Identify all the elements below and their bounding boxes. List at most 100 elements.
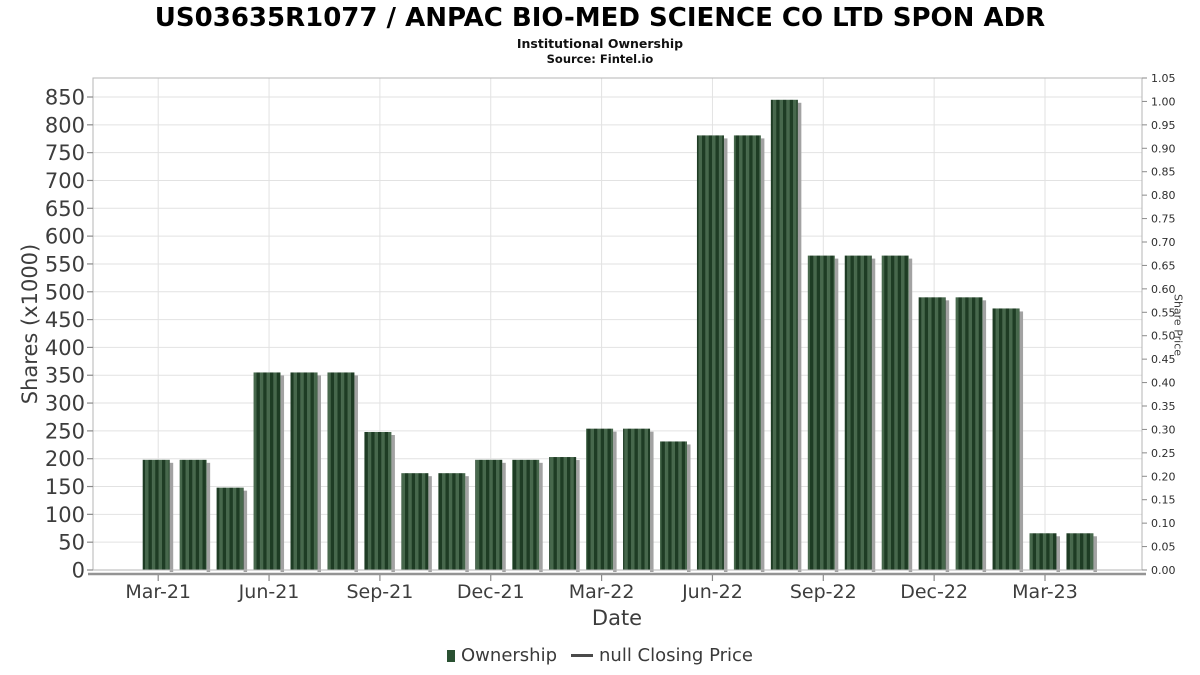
bar-sep-21[interactable] [364, 431, 392, 570]
bar-shadow [760, 138, 765, 572]
bar-aug-21[interactable] [327, 372, 355, 570]
bar-shadow [391, 434, 395, 572]
bar-shadow [834, 258, 839, 572]
x-tick-label: Mar-21 [125, 581, 191, 603]
ownership-square-icon [447, 649, 456, 662]
bar-shadow [502, 462, 506, 572]
left-tick-label: 800 [45, 113, 85, 137]
bar-may-21[interactable] [216, 487, 244, 570]
chart-subtitle: Institutional Ownership [516, 36, 684, 51]
legend-item-ownership[interactable]: Ownership [447, 645, 557, 666]
closing-price-line-icon [571, 654, 594, 657]
left-tick-label: 550 [45, 252, 85, 276]
x-tick-label: Dec-22 [900, 581, 968, 603]
bar-jun-21[interactable] [253, 372, 281, 570]
bar-jan-23[interactable] [955, 297, 983, 570]
bar-shadow [1056, 536, 1060, 572]
bar-feb-22[interactable] [549, 457, 577, 570]
bar-may-22[interactable] [660, 441, 687, 570]
left-tick-label: 700 [45, 169, 85, 193]
right-tick-label: 0.20 [1151, 470, 1176, 483]
left-tick-label: 250 [45, 419, 85, 443]
x-tick-label: Mar-22 [569, 581, 635, 603]
bar-apr-23[interactable] [1066, 533, 1094, 570]
x-tick-label: Sep-21 [346, 581, 413, 603]
bar-shadow [280, 375, 285, 572]
bar-shadow [465, 476, 469, 572]
x-tick-label: Sep-22 [790, 581, 857, 603]
right-tick-label: 0.45 [1151, 353, 1176, 366]
bar-shadow [317, 375, 321, 572]
bar-shadow [723, 138, 728, 572]
bar-aug-22[interactable] [770, 99, 798, 571]
right-axis-title: Share Price [1171, 293, 1185, 357]
left-tick-label: 100 [45, 503, 85, 527]
bar-shadow [613, 431, 617, 572]
right-tick-label: 0.35 [1151, 400, 1176, 413]
bar-jul-21[interactable] [290, 372, 318, 570]
right-tick-label: 0.10 [1151, 517, 1176, 530]
x-tick-label: Mar-23 [1012, 581, 1078, 603]
right-tick-label: 0.75 [1151, 213, 1176, 226]
bar-mar-23[interactable] [1029, 533, 1057, 570]
bar-oct-21[interactable] [401, 473, 429, 570]
bar-feb-23[interactable] [992, 308, 1020, 570]
right-tick-label: 0.15 [1151, 494, 1176, 507]
legend-item-closing-price[interactable]: null Closing Price [571, 645, 753, 666]
bar-shadow [576, 460, 580, 572]
left-tick-label: 750 [45, 141, 85, 165]
left-tick-label: 400 [45, 336, 85, 360]
bar-oct-22[interactable] [844, 255, 872, 570]
right-tick-label: 0.70 [1151, 236, 1176, 249]
bar-shadow [797, 102, 802, 573]
chart-legend: Ownership null Closing Price [0, 645, 1200, 666]
bar-nov-21[interactable] [438, 473, 466, 570]
bar-shadow [206, 462, 211, 572]
bar-mar-21[interactable] [142, 459, 170, 570]
right-tick-label: 0.05 [1151, 541, 1176, 554]
right-tick-label: 0.25 [1151, 447, 1176, 460]
left-tick-label: 500 [45, 280, 85, 304]
bar-sep-22[interactable] [807, 255, 835, 570]
bar-dec-21[interactable] [475, 459, 503, 570]
bar-shadow [1093, 536, 1097, 572]
legend-ownership-label: Ownership [461, 645, 558, 666]
x-tick-label: Dec-21 [457, 581, 525, 603]
page-title: US03635R1077 / ANPAC BIO-MED SCIENCE CO … [154, 3, 1046, 33]
right-tick-label: 0.90 [1151, 142, 1176, 155]
bar-shadow [908, 258, 913, 572]
left-tick-label: 450 [45, 308, 85, 332]
bar-apr-21[interactable] [179, 459, 207, 570]
bar-mar-22[interactable] [586, 428, 614, 570]
left-tick-label: 850 [45, 86, 85, 110]
right-tick-label: 0.55 [1151, 306, 1176, 319]
right-tick-label: 0.00 [1151, 564, 1176, 577]
bar-shadow [428, 476, 432, 572]
right-tick-label: 1.00 [1151, 95, 1176, 108]
bar-jun-22[interactable] [696, 135, 724, 570]
left-tick-label: 650 [45, 197, 85, 221]
right-tick-label: 0.95 [1151, 119, 1176, 132]
left-tick-label: 200 [45, 447, 85, 471]
bar-shadow [982, 300, 987, 572]
bar-shadow [871, 258, 876, 572]
right-tick-label: 0.30 [1151, 423, 1176, 436]
right-tick-label: 0.65 [1151, 259, 1176, 272]
bar-jan-22[interactable] [512, 459, 540, 570]
right-tick-label: 0.50 [1151, 330, 1176, 343]
bar-nov-22[interactable] [881, 255, 909, 570]
left-tick-label: 150 [45, 475, 85, 499]
legend-closing-price-label: null Closing Price [599, 645, 753, 666]
bar-apr-22[interactable] [623, 428, 651, 570]
bar-jul-22[interactable] [733, 135, 761, 570]
x-tick-label: Jun-21 [238, 581, 300, 603]
bar-dec-22[interactable] [918, 297, 946, 570]
plot-border [92, 77, 1143, 571]
bar-shadow [539, 462, 543, 572]
left-tick-label: 600 [45, 225, 85, 249]
right-tick-label: 0.80 [1151, 189, 1176, 202]
chart-source-label: Source: Fintel.io [546, 52, 654, 66]
bar-shadow [945, 300, 950, 572]
left-tick-label: 50 [58, 531, 85, 555]
